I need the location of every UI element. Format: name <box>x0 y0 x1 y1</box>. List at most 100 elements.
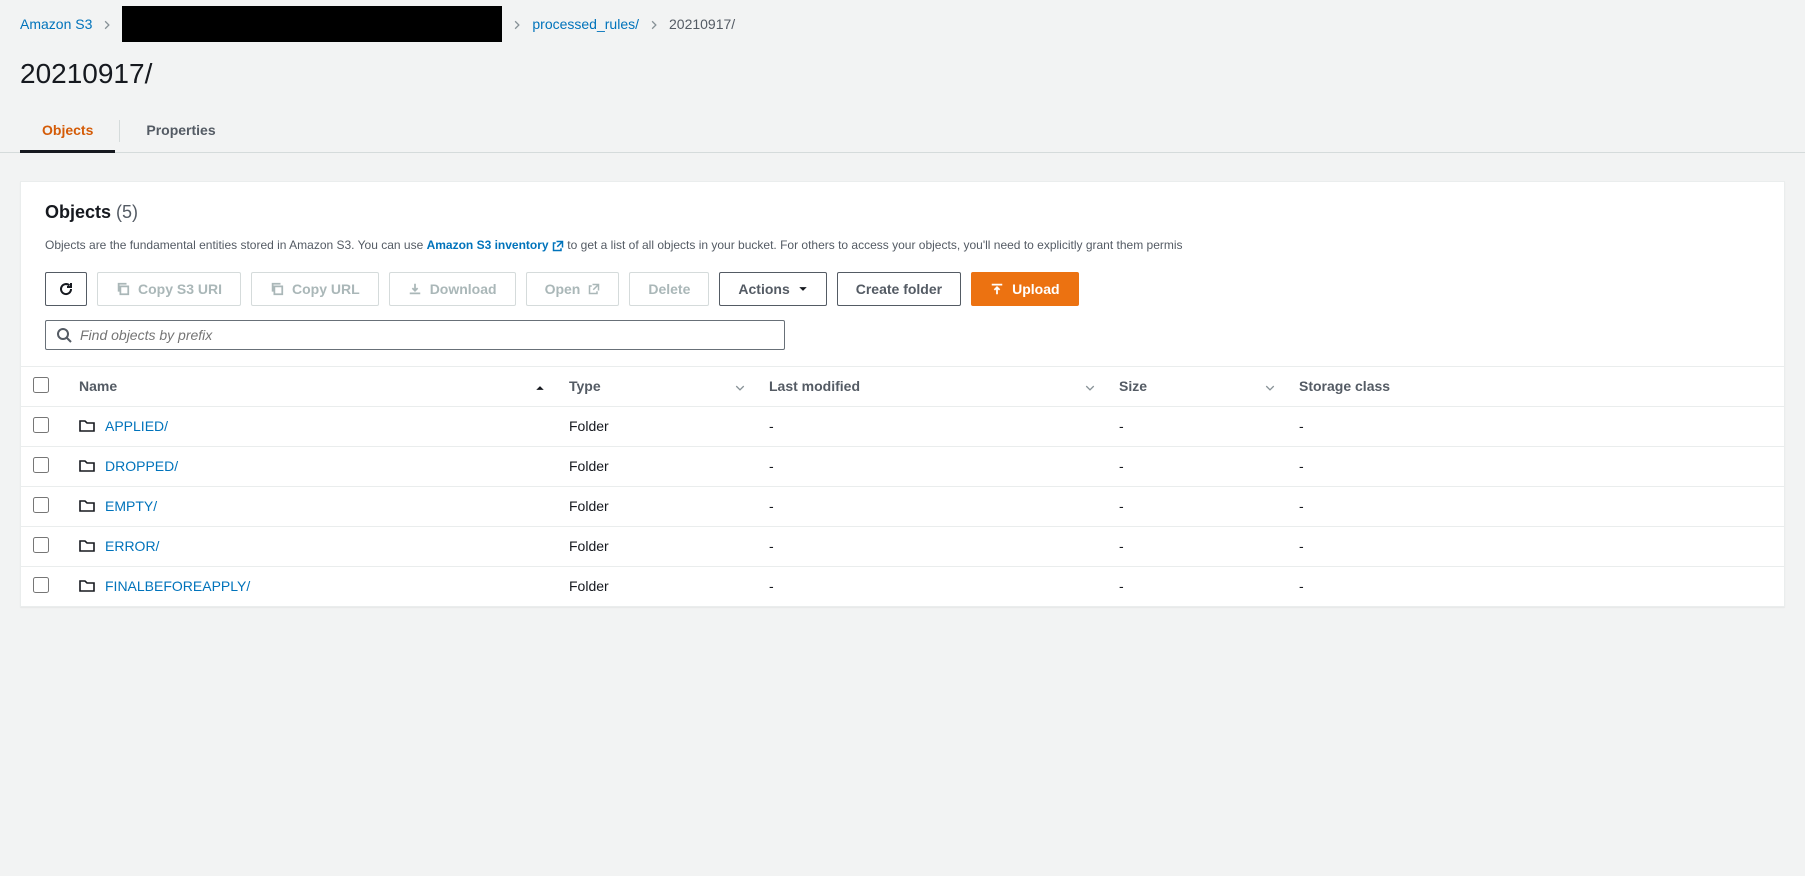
col-size[interactable]: Size <box>1107 366 1287 406</box>
folder-icon <box>79 498 95 514</box>
col-storage[interactable]: Storage class <box>1287 366 1784 406</box>
col-name-label: Name <box>79 378 117 394</box>
cell-storage: - <box>1287 446 1784 486</box>
panel-description: Objects are the fundamental entities sto… <box>21 231 1784 266</box>
copy-url-button[interactable]: Copy URL <box>251 272 379 306</box>
search-icon <box>56 327 72 343</box>
tab-divider <box>119 120 120 142</box>
col-modified[interactable]: Last modified <box>757 366 1107 406</box>
upload-label: Upload <box>1012 281 1059 297</box>
sort-icon <box>1265 378 1275 394</box>
desc-pre: Objects are the fundamental entities sto… <box>45 238 427 252</box>
cell-size: - <box>1107 486 1287 526</box>
external-link-icon <box>552 240 564 252</box>
external-link-icon <box>588 283 600 295</box>
upload-icon <box>990 282 1004 296</box>
table-row: EMPTY/Folder--- <box>21 486 1784 526</box>
object-name-link[interactable]: EMPTY/ <box>105 498 157 514</box>
row-checkbox[interactable] <box>33 537 49 553</box>
select-all-checkbox[interactable] <box>33 377 49 393</box>
caret-down-icon <box>798 284 808 294</box>
objects-panel: Objects (5) Objects are the fundamental … <box>20 181 1785 607</box>
breadcrumb: Amazon S3 processed_rules/ 20210917/ <box>0 0 1805 48</box>
chevron-right-icon <box>512 16 522 32</box>
col-storage-label: Storage class <box>1299 378 1390 394</box>
download-label: Download <box>430 281 497 297</box>
breadcrumb-bucket-redacted <box>122 6 502 42</box>
col-type-label: Type <box>569 378 601 394</box>
panel-title: Objects <box>45 202 111 222</box>
object-name-link[interactable]: FINALBEFOREAPPLY/ <box>105 578 250 594</box>
col-name[interactable]: Name <box>67 366 557 406</box>
object-name-link[interactable]: DROPPED/ <box>105 458 178 474</box>
breadcrumb-mid-link[interactable]: processed_rules/ <box>532 16 639 32</box>
cell-modified: - <box>757 486 1107 526</box>
cell-modified: - <box>757 446 1107 486</box>
delete-label: Delete <box>648 281 690 297</box>
folder-icon <box>79 418 95 434</box>
download-button[interactable]: Download <box>389 272 516 306</box>
tab-properties[interactable]: Properties <box>124 110 237 152</box>
copy-s3-uri-button[interactable]: Copy S3 URI <box>97 272 241 306</box>
search-box[interactable] <box>45 320 785 350</box>
breadcrumb-root-link[interactable]: Amazon S3 <box>20 16 92 32</box>
folder-icon <box>79 538 95 554</box>
cell-type: Folder <box>557 446 757 486</box>
inventory-link[interactable]: Amazon S3 inventory <box>427 238 568 252</box>
panel-count: (5) <box>116 202 138 222</box>
copy-icon <box>116 282 130 296</box>
cell-storage: - <box>1287 526 1784 566</box>
copy-s3-label: Copy S3 URI <box>138 281 222 297</box>
cell-type: Folder <box>557 566 757 606</box>
download-icon <box>408 282 422 296</box>
folder-icon <box>79 458 95 474</box>
create-folder-button[interactable]: Create folder <box>837 272 961 306</box>
sort-icon <box>1085 378 1095 394</box>
cell-modified: - <box>757 566 1107 606</box>
row-checkbox[interactable] <box>33 457 49 473</box>
cell-storage: - <box>1287 566 1784 606</box>
cell-storage: - <box>1287 406 1784 446</box>
col-modified-label: Last modified <box>769 378 860 394</box>
cell-size: - <box>1107 566 1287 606</box>
cell-type: Folder <box>557 526 757 566</box>
copy-url-label: Copy URL <box>292 281 360 297</box>
col-type[interactable]: Type <box>557 366 757 406</box>
object-name-link[interactable]: ERROR/ <box>105 538 159 554</box>
object-name-link[interactable]: APPLIED/ <box>105 418 168 434</box>
cell-type: Folder <box>557 486 757 526</box>
inventory-link-label: Amazon S3 inventory <box>427 238 549 252</box>
cell-storage: - <box>1287 486 1784 526</box>
row-checkbox[interactable] <box>33 497 49 513</box>
chevron-right-icon <box>649 16 659 32</box>
objects-table: Name Type Last modified <box>21 366 1784 606</box>
upload-button[interactable]: Upload <box>971 272 1078 306</box>
tab-objects[interactable]: Objects <box>20 110 115 153</box>
table-row: FINALBEFOREAPPLY/Folder--- <box>21 566 1784 606</box>
desc-post: to get a list of all objects in your buc… <box>567 238 1182 252</box>
folder-icon <box>79 578 95 594</box>
delete-button[interactable]: Delete <box>629 272 709 306</box>
chevron-right-icon <box>102 16 112 32</box>
actions-button[interactable]: Actions <box>719 272 826 306</box>
cell-type: Folder <box>557 406 757 446</box>
actions-label: Actions <box>738 281 789 297</box>
refresh-icon <box>58 281 74 297</box>
panel-header: Objects (5) <box>21 182 1784 231</box>
page-title: 20210917/ <box>0 48 1805 110</box>
sort-asc-icon <box>535 378 545 394</box>
search-input[interactable] <box>80 327 774 343</box>
cell-modified: - <box>757 406 1107 446</box>
refresh-button[interactable] <box>45 272 87 306</box>
toolbar: Copy S3 URI Copy URL Download Open Delet… <box>21 266 1784 316</box>
col-size-label: Size <box>1119 378 1147 394</box>
breadcrumb-current: 20210917/ <box>669 16 735 32</box>
open-button[interactable]: Open <box>526 272 620 306</box>
search-row <box>21 316 1784 366</box>
cell-size: - <box>1107 406 1287 446</box>
table-row: ERROR/Folder--- <box>21 526 1784 566</box>
row-checkbox[interactable] <box>33 417 49 433</box>
table-row: DROPPED/Folder--- <box>21 446 1784 486</box>
row-checkbox[interactable] <box>33 577 49 593</box>
create-folder-label: Create folder <box>856 281 942 297</box>
